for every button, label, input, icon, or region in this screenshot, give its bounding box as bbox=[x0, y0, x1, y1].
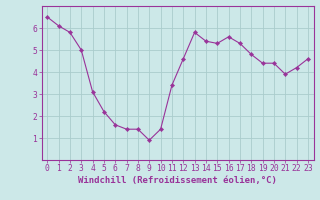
X-axis label: Windchill (Refroidissement éolien,°C): Windchill (Refroidissement éolien,°C) bbox=[78, 176, 277, 185]
